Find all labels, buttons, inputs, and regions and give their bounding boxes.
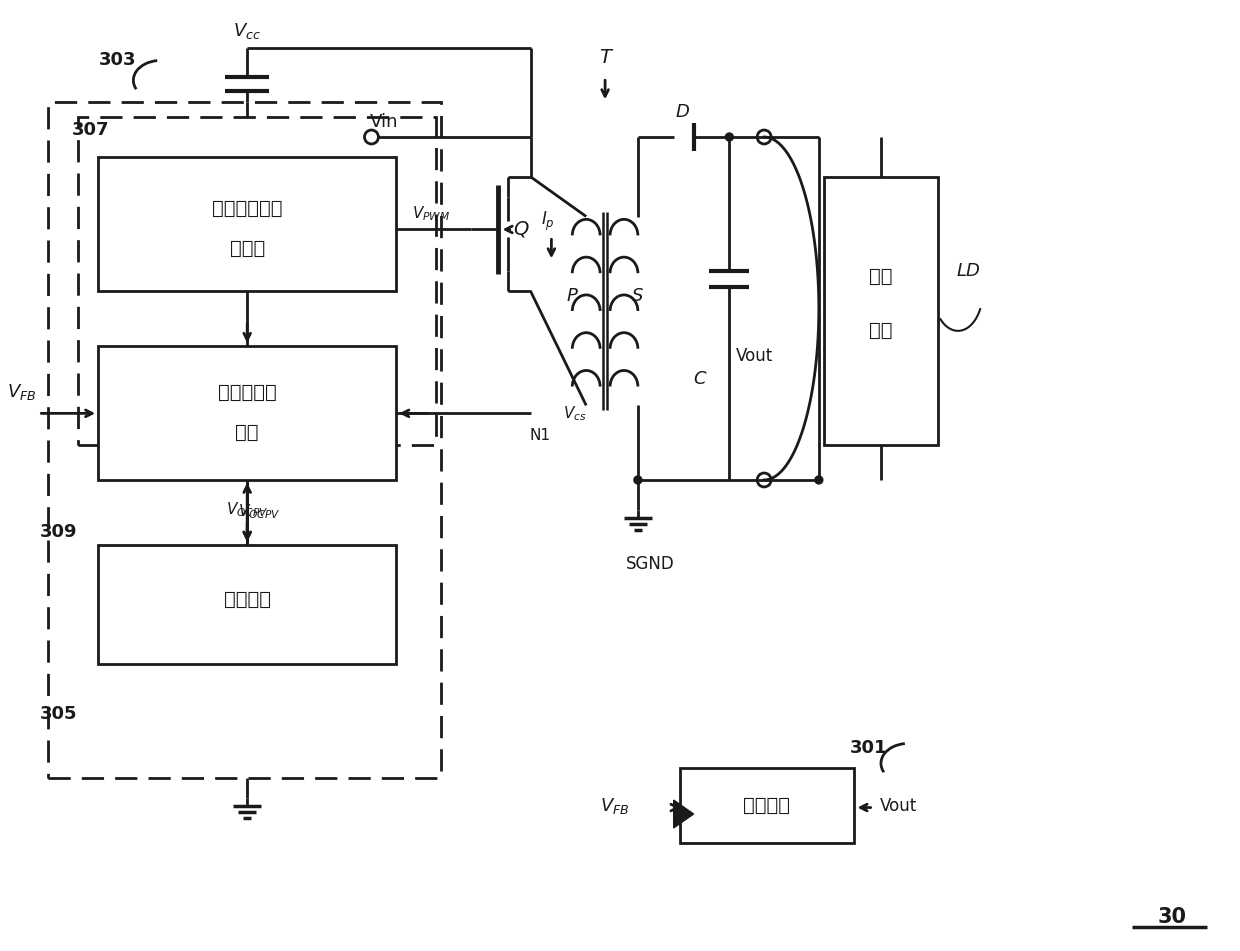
Text: 301: 301 (849, 739, 888, 757)
Text: C: C (693, 370, 706, 388)
Text: $V_{PWM}$: $V_{PWM}$ (412, 204, 450, 223)
Bar (823, 177, 939, 445)
Text: D: D (676, 103, 689, 121)
Text: Vout: Vout (735, 347, 773, 364)
Text: $V_{FB}$: $V_{FB}$ (600, 796, 630, 816)
Bar (48, 102, 441, 778)
Bar (98, 346, 397, 480)
Text: 单元: 单元 (236, 423, 259, 442)
Text: $V_{cc}$: $V_{cc}$ (233, 21, 262, 41)
Circle shape (725, 133, 733, 141)
Text: S: S (632, 287, 644, 305)
Bar (680, 768, 853, 843)
Text: T: T (599, 48, 611, 67)
Text: $I_p$: $I_p$ (541, 210, 554, 233)
Text: Vin: Vin (370, 113, 398, 131)
Text: 电子: 电子 (869, 266, 893, 285)
Text: $V_{cs}$: $V_{cs}$ (563, 404, 587, 422)
Circle shape (815, 476, 823, 484)
Text: 反馈单元: 反馈单元 (743, 796, 790, 815)
Bar (98, 157, 397, 291)
Text: Vout: Vout (879, 797, 918, 815)
Text: 装置: 装置 (869, 321, 893, 340)
Text: 303: 303 (99, 51, 136, 69)
Text: 补偿电路: 补偿电路 (223, 590, 270, 609)
Text: 30: 30 (1157, 907, 1187, 927)
Text: 309: 309 (40, 523, 77, 541)
Text: N1: N1 (529, 428, 551, 443)
Text: SGND: SGND (625, 555, 675, 573)
Circle shape (634, 476, 642, 484)
Text: $V_{FB}$: $V_{FB}$ (6, 382, 36, 402)
Text: LD: LD (956, 262, 980, 281)
Text: 307: 307 (72, 121, 109, 139)
Text: $V_{OCPV}$: $V_{OCPV}$ (238, 502, 280, 521)
Text: P: P (567, 287, 578, 305)
Text: 脉宽调制信号: 脉宽调制信号 (212, 199, 283, 218)
Text: Q: Q (513, 220, 528, 239)
Text: $V_{OCPV}$: $V_{OCPV}$ (226, 500, 269, 519)
Text: 305: 305 (40, 705, 77, 723)
Bar (78, 117, 436, 445)
Text: 过电流保护: 过电流保护 (218, 383, 277, 402)
Bar (98, 545, 397, 664)
Polygon shape (673, 800, 693, 828)
Text: 产生器: 产生器 (229, 239, 265, 258)
